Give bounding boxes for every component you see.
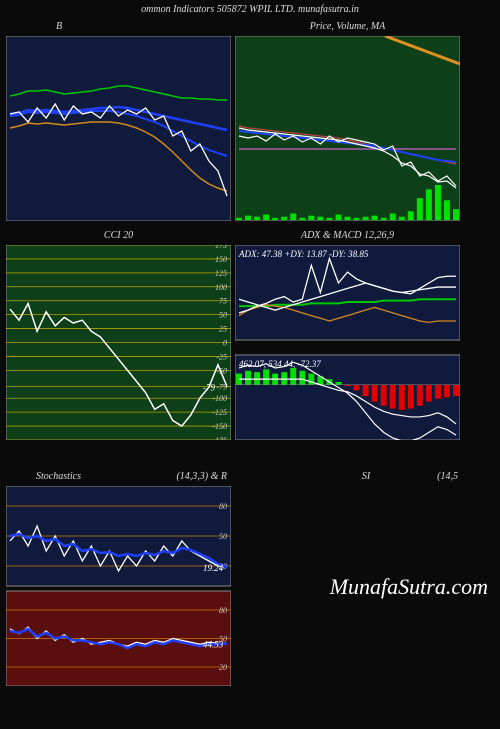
price-ma-title: Price, Volume, MA [235,18,460,36]
svg-text:75: 75 [219,297,227,306]
svg-text:44.53: 44.53 [203,639,224,649]
svg-text:50: 50 [219,532,227,541]
rsi-label-left: SI [362,471,370,482]
page-title: ommon Indicators 505872 WPIL LTD. munafa… [0,4,500,18]
svg-text:-100: -100 [212,394,227,403]
watermark: MunafaSutra.com [330,574,488,600]
svg-text:19.24: 19.24 [203,563,224,573]
svg-text:0: 0 [223,339,227,348]
cci-panel: CCI 20 1751501251007550250-25-50-79-100-… [6,227,231,440]
rsi-label-right: (14,5 [437,468,458,486]
stoch-label-left: Stochastics [36,468,81,486]
svg-text:-150: -150 [212,422,227,431]
adx-macd-title: ADX & MACD 12,26,9 [235,227,460,245]
svg-text:-25: -25 [216,352,227,361]
svg-text:-125: -125 [212,408,227,417]
svg-text:25: 25 [219,325,227,334]
bollinger-title: B [6,18,231,36]
stoch-label-right: (14,3,3) & R [176,468,227,486]
rsi-title: SI (14,5 [235,468,460,486]
svg-text:80: 80 [219,502,227,511]
svg-text:80: 80 [219,606,227,615]
bollinger-panel: B [6,18,231,221]
svg-text:20: 20 [219,663,227,672]
svg-text:50: 50 [219,311,227,320]
stoch-title: Stochastics (14,3,3) & R [6,468,231,486]
cci-title: CCI 20 [6,227,231,245]
svg-text:100: 100 [215,283,227,292]
svg-text:175: 175 [215,245,227,250]
svg-text:-79: -79 [203,383,215,393]
stochastics-panel: Stochastics (14,3,3) & R 20508019.242050… [6,468,231,686]
svg-text:-175: -175 [212,436,227,440]
svg-text:150: 150 [215,255,227,264]
adx-macd-panel: ADX & MACD 12,26,9 ADX: 47.38 +DY: 13.87… [235,227,460,440]
svg-text:ADX: 47.38 +DY: 13.87 -DY: 3: ADX: 47.38 +DY: 13.87 -DY: 38.85 [238,249,369,259]
svg-text:125: 125 [215,269,227,278]
price-ma-panel: Price, Volume, MA [235,18,460,221]
